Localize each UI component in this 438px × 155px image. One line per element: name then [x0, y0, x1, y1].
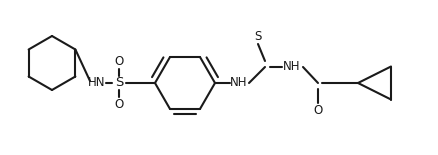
- Text: NH: NH: [283, 60, 300, 73]
- Text: O: O: [313, 104, 322, 117]
- Text: NH: NH: [230, 77, 247, 89]
- Text: S: S: [254, 31, 261, 44]
- Text: HN: HN: [88, 77, 106, 89]
- Text: O: O: [114, 55, 124, 69]
- Text: S: S: [115, 77, 123, 89]
- Text: O: O: [114, 97, 124, 111]
